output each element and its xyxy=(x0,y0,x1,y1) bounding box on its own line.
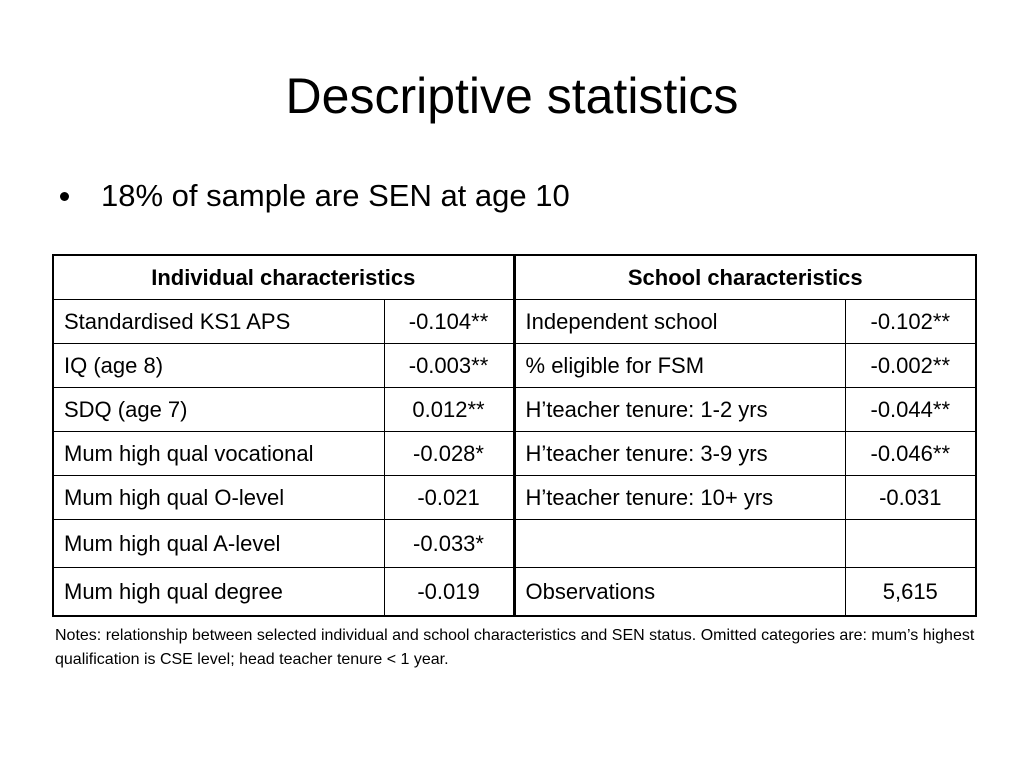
individual-value: -0.033* xyxy=(383,519,515,568)
table-row: Mum high qual O-level -0.021 H’teacher t… xyxy=(52,475,977,520)
individual-label: Mum high qual degree xyxy=(52,567,385,617)
school-value xyxy=(844,519,977,568)
individual-value: 0.012** xyxy=(383,387,515,432)
table-notes: Notes: relationship between selected ind… xyxy=(55,627,975,668)
school-value: -0.031 xyxy=(844,475,977,520)
school-value: 5,615 xyxy=(844,567,977,617)
individual-value: -0.003** xyxy=(383,343,515,388)
school-value: -0.102** xyxy=(844,299,977,344)
table-row: Mum high qual A-level -0.033* xyxy=(52,519,977,568)
table-row: IQ (age 8) -0.003** % eligible for FSM -… xyxy=(52,343,977,388)
school-label: % eligible for FSM xyxy=(512,343,846,388)
statistics-table: Individual characteristics School charac… xyxy=(52,254,978,617)
school-label: H’teacher tenure: 10+ yrs xyxy=(512,475,846,520)
school-value: -0.046** xyxy=(844,431,977,476)
bullet-list: 18% of sample are SEN at age 10 xyxy=(60,172,570,220)
school-label: H’teacher tenure: 1-2 yrs xyxy=(512,387,846,432)
table-row: SDQ (age 7) 0.012** H’teacher tenure: 1-… xyxy=(52,387,977,432)
bullet-item: 18% of sample are SEN at age 10 xyxy=(60,172,570,220)
individual-value: -0.028* xyxy=(383,431,515,476)
individual-value: -0.019 xyxy=(383,567,515,617)
individual-label: Standardised KS1 APS xyxy=(52,299,385,344)
table-row: Mum high qual degree -0.019 Observations… xyxy=(52,567,977,617)
individual-label: Mum high qual vocational xyxy=(52,431,385,476)
individual-label: Mum high qual O-level xyxy=(52,475,385,520)
bullet-dot-icon xyxy=(60,191,69,201)
table-row: Standardised KS1 APS -0.104** Independen… xyxy=(52,299,977,344)
individual-label: IQ (age 8) xyxy=(52,343,385,388)
slide-title: Descriptive statistics xyxy=(285,68,739,124)
table-row: Mum high qual vocational -0.028* H’teach… xyxy=(52,431,977,476)
individual-label: SDQ (age 7) xyxy=(52,387,385,432)
school-label: Independent school xyxy=(512,299,846,344)
individual-value: -0.021 xyxy=(383,475,515,520)
school-label xyxy=(512,519,846,568)
school-label: Observations xyxy=(512,567,846,617)
school-label: H’teacher tenure: 3-9 yrs xyxy=(512,431,846,476)
individual-value: -0.104** xyxy=(383,299,515,344)
header-school-characteristics: School characteristics xyxy=(512,254,977,300)
header-individual-characteristics: Individual characteristics xyxy=(52,254,515,300)
bullet-text: 18% of sample are SEN at age 10 xyxy=(101,178,570,213)
individual-label: Mum high qual A-level xyxy=(52,519,385,568)
school-value: -0.044** xyxy=(844,387,977,432)
table-header-row: Individual characteristics School charac… xyxy=(52,254,977,300)
school-value: -0.002** xyxy=(844,343,977,388)
